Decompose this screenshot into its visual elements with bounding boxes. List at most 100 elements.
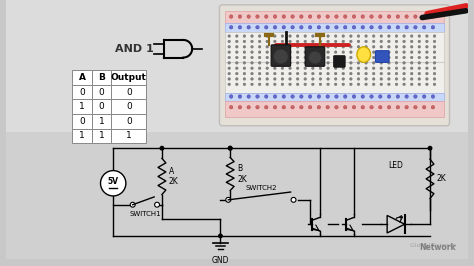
Circle shape	[396, 26, 400, 29]
Circle shape	[281, 72, 284, 75]
Circle shape	[342, 56, 345, 59]
Circle shape	[372, 51, 375, 53]
Circle shape	[433, 40, 436, 43]
Circle shape	[410, 35, 413, 38]
Circle shape	[238, 15, 242, 18]
Circle shape	[319, 78, 322, 80]
Circle shape	[426, 78, 428, 80]
Circle shape	[414, 15, 417, 18]
Circle shape	[291, 26, 294, 29]
Circle shape	[309, 26, 312, 29]
Circle shape	[311, 78, 314, 80]
Circle shape	[380, 83, 383, 86]
Bar	[92, 85, 111, 99]
Circle shape	[266, 56, 269, 59]
Circle shape	[266, 83, 269, 86]
Circle shape	[296, 67, 299, 70]
Circle shape	[243, 72, 246, 75]
Circle shape	[228, 83, 230, 86]
Circle shape	[319, 51, 322, 53]
Circle shape	[228, 61, 230, 64]
Circle shape	[273, 40, 276, 43]
Circle shape	[365, 78, 367, 80]
Circle shape	[289, 40, 292, 43]
Circle shape	[365, 56, 367, 59]
Circle shape	[431, 26, 435, 29]
Circle shape	[266, 67, 269, 70]
Circle shape	[251, 78, 254, 80]
Circle shape	[433, 61, 436, 64]
Circle shape	[258, 67, 261, 70]
Circle shape	[130, 202, 135, 207]
Circle shape	[352, 15, 356, 18]
Circle shape	[395, 45, 398, 48]
Circle shape	[349, 83, 352, 86]
Circle shape	[365, 83, 367, 86]
Circle shape	[426, 61, 428, 64]
Circle shape	[370, 95, 374, 98]
Circle shape	[243, 67, 246, 70]
Circle shape	[291, 197, 296, 202]
Circle shape	[255, 106, 259, 109]
Circle shape	[352, 95, 356, 98]
Circle shape	[379, 106, 382, 109]
Text: Output: Output	[111, 73, 147, 82]
Circle shape	[405, 26, 409, 29]
Circle shape	[304, 35, 307, 38]
Circle shape	[296, 78, 299, 80]
Circle shape	[296, 56, 299, 59]
Circle shape	[281, 56, 284, 59]
Circle shape	[414, 26, 417, 29]
Circle shape	[372, 40, 375, 43]
Circle shape	[311, 72, 314, 75]
Circle shape	[387, 26, 391, 29]
Circle shape	[317, 106, 320, 109]
Circle shape	[426, 72, 428, 75]
Circle shape	[388, 35, 390, 38]
FancyBboxPatch shape	[305, 47, 325, 66]
Circle shape	[266, 51, 269, 53]
Circle shape	[296, 72, 299, 75]
Circle shape	[395, 83, 398, 86]
Ellipse shape	[357, 47, 371, 63]
Circle shape	[296, 45, 299, 48]
Circle shape	[361, 26, 365, 29]
Circle shape	[426, 40, 428, 43]
Circle shape	[388, 67, 390, 70]
Circle shape	[396, 106, 400, 109]
Circle shape	[236, 83, 238, 86]
Circle shape	[403, 78, 405, 80]
Circle shape	[296, 61, 299, 64]
Circle shape	[273, 106, 277, 109]
Circle shape	[291, 15, 294, 18]
Circle shape	[342, 72, 345, 75]
Circle shape	[247, 106, 250, 109]
Text: A: A	[79, 73, 85, 82]
Circle shape	[365, 61, 367, 64]
Circle shape	[388, 72, 390, 75]
Circle shape	[309, 95, 312, 98]
Circle shape	[266, 61, 269, 64]
Text: 0: 0	[99, 102, 104, 111]
Circle shape	[372, 45, 375, 48]
Circle shape	[433, 56, 436, 59]
Text: Network: Network	[419, 243, 456, 252]
Text: 0: 0	[79, 117, 85, 126]
Circle shape	[380, 51, 383, 53]
Circle shape	[365, 67, 367, 70]
Circle shape	[387, 106, 391, 109]
Text: SWITCH2: SWITCH2	[245, 185, 277, 191]
Circle shape	[361, 95, 365, 98]
Circle shape	[304, 45, 307, 48]
Circle shape	[236, 61, 238, 64]
Circle shape	[414, 95, 417, 98]
Circle shape	[243, 61, 246, 64]
Circle shape	[289, 78, 292, 80]
Circle shape	[281, 67, 284, 70]
Circle shape	[251, 61, 254, 64]
Circle shape	[236, 56, 238, 59]
Circle shape	[370, 26, 374, 29]
Circle shape	[266, 78, 269, 80]
Circle shape	[258, 78, 261, 80]
Circle shape	[304, 78, 307, 80]
